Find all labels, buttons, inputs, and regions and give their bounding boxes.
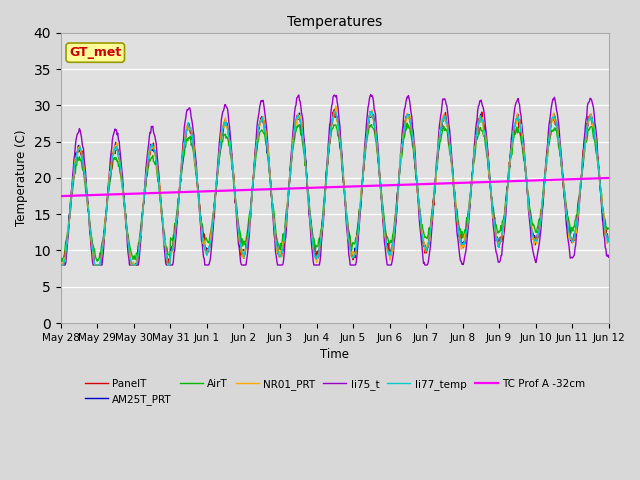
PanelT bbox=[473, 132, 481, 138]
NR01_PRT bbox=[57, 262, 65, 268]
AirT bbox=[57, 259, 65, 264]
Line: TC Prof A -32cm: TC Prof A -32cm bbox=[61, 178, 609, 196]
TC Prof A -32cm bbox=[390, 182, 397, 188]
AirT bbox=[403, 120, 411, 126]
AM25T_PRT bbox=[91, 262, 99, 268]
li75_t bbox=[57, 262, 65, 268]
Line: AM25T_PRT: AM25T_PRT bbox=[61, 110, 609, 265]
AirT bbox=[473, 136, 481, 142]
NR01_PRT bbox=[390, 232, 398, 238]
li75_t bbox=[529, 249, 537, 255]
TC Prof A -32cm bbox=[406, 181, 413, 187]
li77_temp bbox=[91, 260, 99, 266]
NR01_PRT bbox=[473, 133, 481, 139]
PanelT bbox=[406, 119, 414, 125]
NR01_PRT bbox=[91, 262, 99, 268]
AirT bbox=[605, 226, 612, 231]
AirT bbox=[91, 246, 99, 252]
AM25T_PRT bbox=[390, 234, 398, 240]
Text: GT_met: GT_met bbox=[69, 46, 122, 59]
li75_t bbox=[406, 106, 414, 111]
Line: PanelT: PanelT bbox=[61, 109, 609, 265]
AM25T_PRT bbox=[376, 175, 383, 181]
li77_temp bbox=[406, 121, 414, 127]
PanelT bbox=[376, 173, 383, 179]
PanelT bbox=[57, 262, 65, 268]
AM25T_PRT bbox=[473, 125, 481, 131]
li77_temp bbox=[473, 128, 481, 133]
NR01_PRT bbox=[406, 121, 414, 127]
Title: Temperatures: Temperatures bbox=[287, 15, 382, 29]
li77_temp bbox=[605, 236, 612, 241]
TC Prof A -32cm bbox=[529, 178, 536, 183]
Line: NR01_PRT: NR01_PRT bbox=[61, 106, 609, 265]
li75_t bbox=[91, 262, 99, 268]
AM25T_PRT bbox=[605, 238, 612, 244]
li75_t bbox=[605, 254, 612, 260]
li75_t bbox=[376, 172, 383, 178]
PanelT bbox=[390, 232, 398, 238]
PanelT bbox=[529, 233, 537, 239]
AirT bbox=[406, 131, 414, 136]
li77_temp bbox=[390, 229, 398, 235]
Line: li75_t: li75_t bbox=[61, 95, 609, 265]
li75_t bbox=[367, 92, 374, 97]
TC Prof A -32cm bbox=[91, 192, 99, 198]
TC Prof A -32cm bbox=[605, 175, 612, 181]
li75_t bbox=[390, 240, 398, 245]
li77_temp bbox=[57, 262, 65, 268]
TC Prof A -32cm bbox=[472, 180, 480, 185]
Line: li77_temp: li77_temp bbox=[61, 111, 609, 265]
Line: AirT: AirT bbox=[61, 123, 609, 262]
TC Prof A -32cm bbox=[375, 183, 383, 189]
li75_t bbox=[473, 117, 481, 123]
Legend: PanelT, AM25T_PRT, AirT, NR01_PRT, li75_t, li77_temp, TC Prof A -32cm: PanelT, AM25T_PRT, AirT, NR01_PRT, li75_… bbox=[81, 374, 589, 409]
AM25T_PRT bbox=[406, 120, 414, 125]
AM25T_PRT bbox=[529, 231, 537, 237]
PanelT bbox=[605, 237, 612, 242]
AirT bbox=[375, 166, 383, 172]
NR01_PRT bbox=[376, 173, 383, 179]
AM25T_PRT bbox=[331, 107, 339, 113]
li77_temp bbox=[331, 108, 339, 114]
NR01_PRT bbox=[332, 103, 340, 109]
NR01_PRT bbox=[605, 236, 612, 241]
li77_temp bbox=[376, 174, 383, 180]
AirT bbox=[390, 229, 397, 235]
PanelT bbox=[91, 262, 99, 268]
NR01_PRT bbox=[529, 233, 537, 239]
PanelT bbox=[331, 107, 339, 112]
TC Prof A -32cm bbox=[57, 193, 65, 199]
X-axis label: Time: Time bbox=[320, 348, 349, 361]
AirT bbox=[529, 221, 537, 227]
AM25T_PRT bbox=[57, 262, 65, 268]
li77_temp bbox=[529, 235, 537, 240]
Y-axis label: Temperature (C): Temperature (C) bbox=[15, 130, 28, 226]
